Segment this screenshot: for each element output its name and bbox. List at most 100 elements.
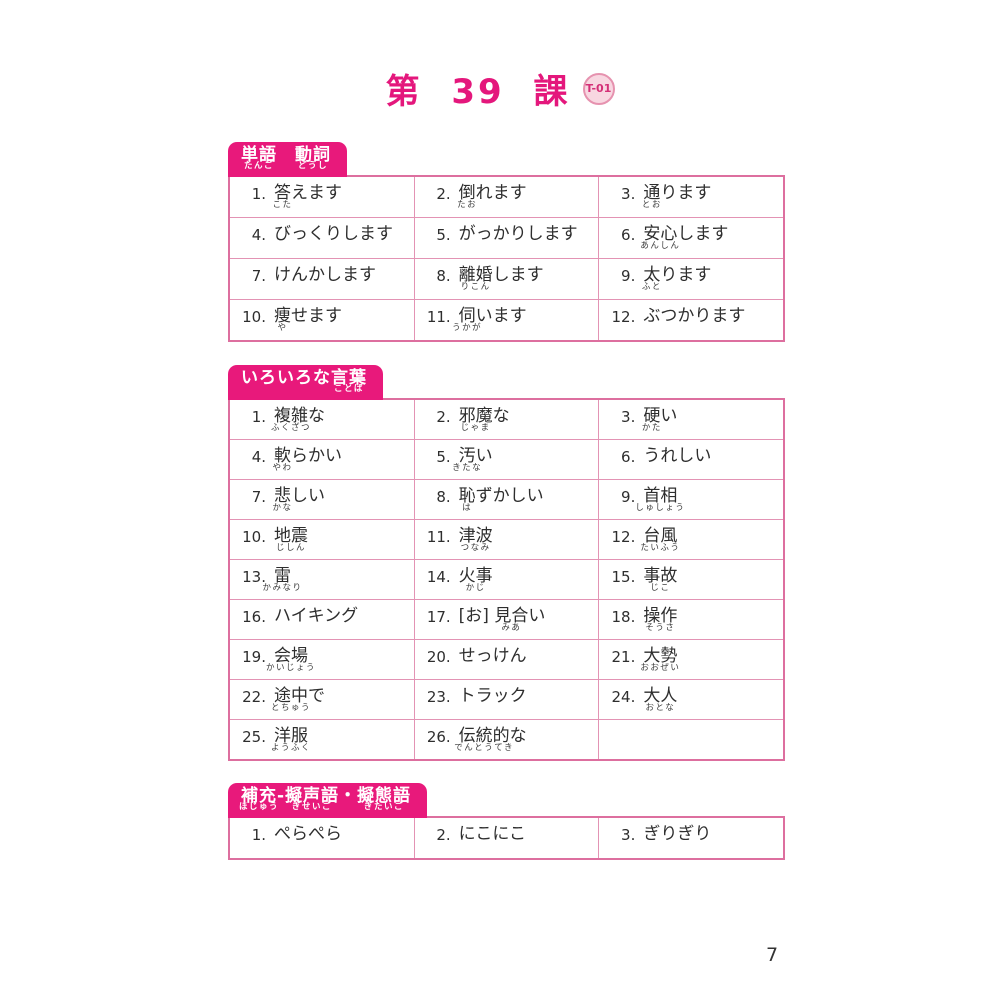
furigana: ほじゅう [238, 802, 280, 813]
item-number: 10. [242, 308, 266, 327]
furigana: や [277, 322, 288, 333]
text-segment: 津波 つなみ [459, 526, 493, 551]
vocab-cell: 22. 途中 とちゅうで [230, 680, 414, 719]
base-text: 雷 [274, 566, 291, 587]
text-segment: 汚きたな [452, 446, 481, 471]
text-segment: 擬声語 ぎせいご [285, 786, 339, 811]
text-segment: します [493, 265, 544, 285]
vocab-cell: 1. ぺらぺら [230, 818, 414, 858]
base-text: ハイキング [274, 606, 359, 627]
base-text: 通 [643, 183, 661, 204]
vocab-cell: 4. 軟やわ らかい [230, 440, 414, 479]
vocab-cell: 23. トラック [413, 680, 599, 720]
base-text: 洋服 [274, 726, 308, 747]
text-segment: せっけん [459, 646, 527, 666]
text-segment: 大人 おとな [643, 686, 677, 711]
base-text: 安心 [643, 224, 678, 245]
item-word: 台風 たいふう [640, 526, 679, 551]
base-text: 軟 [274, 446, 291, 467]
furigana: たいふう [640, 542, 681, 553]
text-segment: 擬態語 ぎたいご [357, 786, 411, 811]
vocab-cell: 7. けんかします [230, 259, 414, 299]
item-word: せっけん [459, 646, 527, 666]
base-text: 邪魔 [458, 406, 493, 427]
base-text: トラック [458, 686, 527, 707]
vocab-cell: 3. ぎりぎり [598, 818, 783, 859]
text-segment: します [677, 224, 728, 244]
section-hojuu-giseigo-gitaigo: 補充 ほじゅう -擬声語 ぎせいご ・擬態語 ぎたいご 1. ぺらぺら 2. にこにこ 3. ぎりぎり [228, 783, 785, 861]
base-text: うれしい [643, 446, 712, 467]
furigana: ぎせいご [292, 802, 333, 813]
base-text: れます [475, 183, 527, 204]
item-word: 悲かな しい [272, 486, 325, 511]
audio-track-badge: T-01 [582, 72, 615, 105]
vocab-cell: 18. 操作 そうさ [598, 600, 783, 640]
base-text: 単語 [241, 145, 277, 165]
item-word: 邪魔 じゃまな [458, 406, 510, 431]
vocab-cell: 10. 痩やせます [230, 300, 414, 340]
base-text: - [277, 786, 286, 806]
vocab-cell: 20. せっけん [413, 640, 599, 680]
furigana: かいじょう [265, 662, 317, 673]
vocab-cell: 3. 硬かたい [598, 400, 783, 440]
text-segment: ぺらぺら [274, 824, 342, 844]
item-word: 操作 そうさ [643, 606, 677, 631]
base-text: 伺 [458, 306, 476, 327]
item-word: 伝統的 でんとうてきな [454, 726, 527, 751]
furigana: こた [272, 199, 293, 210]
item-number: 3. [621, 826, 636, 845]
base-text: 火事 [458, 566, 493, 587]
furigana: かな [272, 502, 293, 513]
vocab-cell: 1. 答こた えます [230, 177, 414, 217]
text-segment: らかい [291, 446, 342, 466]
vocab-cell: 6. うれしい [598, 440, 783, 480]
furigana: じしん [275, 542, 307, 553]
furigana: つなみ [460, 542, 491, 553]
furigana: あんしん [640, 240, 681, 251]
text-segment: 答こた [272, 183, 291, 208]
base-text: 事故 [643, 566, 678, 587]
text-segment: 伺うかが [452, 306, 481, 331]
furigana: きたな [452, 462, 483, 473]
item-number: 2. [436, 826, 451, 845]
text-segment: 離婚 りこん [458, 265, 493, 290]
text-segment: 途中 とちゅう [271, 686, 310, 711]
text-segment: しい [291, 486, 325, 506]
item-number: 3. [621, 408, 636, 427]
item-number: 3. [621, 185, 636, 204]
item-number: 22. [242, 688, 266, 707]
base-text: [お] [458, 606, 495, 627]
item-number: 25. [242, 728, 266, 747]
item-word: 複雑 ふくざつな [271, 406, 325, 431]
furigana: うかが [452, 322, 483, 333]
text-segment: がっかりします [459, 224, 578, 244]
text-segment: 台風 たいふう [640, 526, 679, 551]
text-segment: 安心 あんしん [640, 224, 679, 249]
base-text: ぺらぺら [274, 824, 342, 845]
base-text: ・ [339, 786, 358, 806]
base-text: しい [291, 486, 325, 507]
item-number: 9. [621, 488, 636, 507]
furigana: とお [641, 199, 662, 210]
vocab-cell: 25. 洋服 ようふく [230, 720, 414, 759]
item-number: 6. [621, 226, 636, 245]
item-word: 倒たお れます [457, 183, 527, 208]
text-segment: ります [660, 265, 711, 285]
base-text: いろいろな [241, 368, 331, 388]
base-text: 離婚 [458, 265, 493, 286]
item-word: 会場 かいじょう [266, 646, 315, 671]
text-segment: けんかします [274, 265, 376, 285]
base-text: 補充 [241, 786, 277, 806]
item-word: にこにこ [459, 824, 526, 844]
text-segment: ハイキング [274, 606, 358, 626]
text-segment: 洋服 ようふく [271, 726, 310, 751]
furigana: やわ [272, 462, 293, 473]
item-number: 10. [242, 528, 266, 547]
text-segment: な [510, 726, 527, 746]
item-number: 23. [426, 688, 451, 707]
text-segment: 雷かみなり [262, 566, 301, 591]
vocab-cell: 24. 大人 おとな [598, 680, 783, 720]
item-word: [お] 見合 みあい [458, 606, 546, 631]
furigana: かじ [465, 582, 486, 593]
item-word: 途中 とちゅうで [271, 686, 325, 711]
